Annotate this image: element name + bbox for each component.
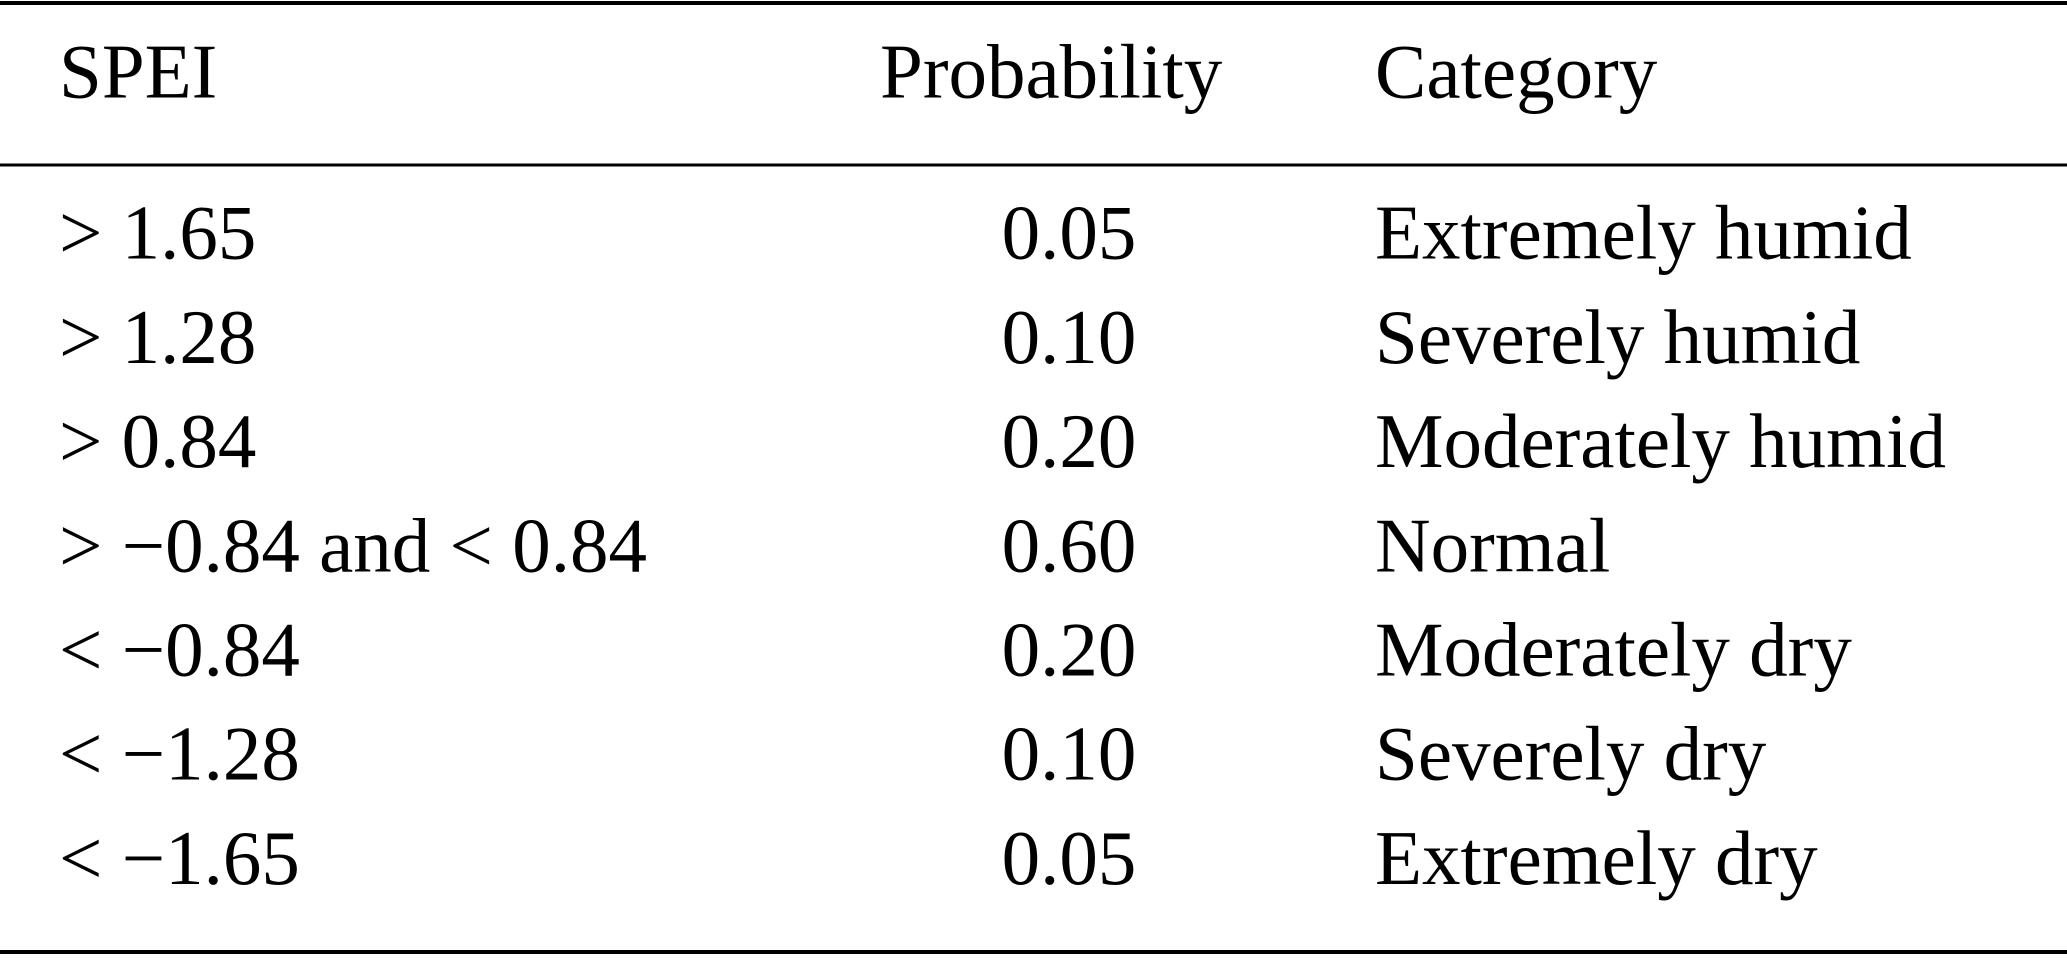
cell: 0.20 (1002, 398, 1137, 484)
header-cell: Probability (880, 29, 1223, 115)
cell: > 1.28 (59, 294, 256, 380)
cell: 0.05 (1002, 815, 1137, 901)
cell: 0.05 (1002, 190, 1137, 276)
cell: Extremely dry (1375, 815, 1818, 901)
cell: Normal (1375, 502, 1610, 588)
cell: 0.60 (1002, 502, 1137, 588)
cell: Severely humid (1375, 294, 1860, 380)
cell: Severely dry (1375, 711, 1767, 797)
cell: > 1.65 (59, 190, 256, 276)
cell: < −1.65 (59, 815, 300, 901)
cell: 0.10 (1002, 711, 1137, 797)
cell: > −0.84 and < 0.84 (59, 502, 647, 588)
cell: > 0.84 (59, 398, 256, 484)
cell: 0.10 (1002, 294, 1137, 380)
header-cell: SPEI (59, 29, 217, 115)
cell: Moderately humid (1375, 398, 1946, 484)
table-body: SPEI Probability Category > 1.65 0.05 Extreme… (59, 29, 1946, 901)
cell: < −0.84 (59, 606, 300, 692)
cell: < −1.28 (59, 711, 300, 797)
cell: Extremely humid (1375, 190, 1912, 276)
header-cell: Category (1375, 29, 1658, 115)
cell: 0.20 (1002, 606, 1137, 692)
cell: Moderately dry (1375, 606, 1852, 692)
